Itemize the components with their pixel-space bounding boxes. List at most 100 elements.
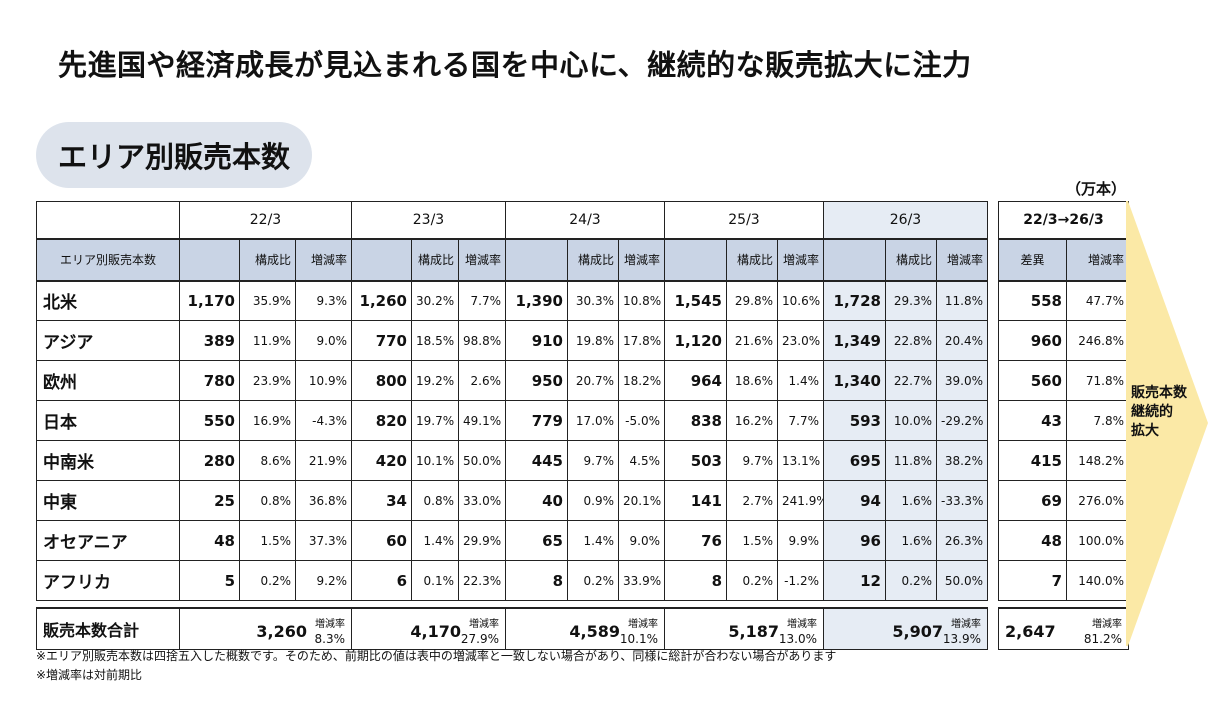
region-name: 中東 bbox=[36, 480, 180, 521]
rate-cell: 9.0% bbox=[295, 320, 352, 361]
total-rate-label: 増減率 bbox=[951, 618, 981, 630]
rate-cell: 20.4% bbox=[936, 320, 988, 361]
diff-total-cell: 2,647 増減率 81.2% bbox=[998, 606, 1129, 650]
table-spacer-row bbox=[998, 600, 1129, 608]
share-cell: 1.6% bbox=[885, 480, 937, 521]
share-cell: 11.9% bbox=[239, 320, 296, 361]
sales-value-cell: 420 bbox=[351, 440, 412, 481]
total-value: 5,187 bbox=[728, 621, 779, 641]
sales-value-cell: 770 bbox=[351, 320, 412, 361]
total-cell: 4,170 増減率 27.9% bbox=[351, 606, 506, 650]
rate-cell: 50.0% bbox=[458, 440, 506, 481]
rate-cell: 23.0% bbox=[777, 320, 824, 361]
sales-value-cell: 445 bbox=[505, 440, 568, 481]
year-header: 23/3 bbox=[351, 201, 506, 240]
sales-value-cell: 1,340 bbox=[823, 360, 886, 401]
share-cell: 17.0% bbox=[567, 400, 619, 441]
column-header-rate: 増減率 bbox=[1066, 238, 1129, 282]
column-header-rate: 増減率 bbox=[936, 238, 988, 282]
column-header-share: 構成比 bbox=[885, 238, 937, 282]
rate-cell: -1.2% bbox=[777, 560, 824, 601]
sales-value-cell: 12 bbox=[823, 560, 886, 601]
total-row: 販売本数合計 3,260 増減率 8.3% 4,170 増減率 27.9% 4,589 増減率 1… bbox=[36, 606, 988, 650]
sales-value-cell: 910 bbox=[505, 320, 568, 361]
sales-value-cell: 779 bbox=[505, 400, 568, 441]
diff-value-cell: 415 bbox=[998, 440, 1067, 481]
rate-cell: 17.8% bbox=[618, 320, 665, 361]
rate-cell: 29.9% bbox=[458, 520, 506, 561]
rate-cell: 50.0% bbox=[936, 560, 988, 601]
sales-value-cell: 695 bbox=[823, 440, 886, 481]
column-header-blank bbox=[505, 238, 568, 282]
diff-total-value: 2,647 bbox=[1005, 621, 1056, 641]
diff-total-row: 2,647 増減率 81.2% bbox=[998, 606, 1129, 650]
sales-value-cell: 8 bbox=[664, 560, 727, 601]
table-row: 48 100.0% bbox=[998, 520, 1129, 561]
total-rate-label: 増減率 bbox=[315, 618, 345, 630]
table-row: 558 47.7% bbox=[998, 280, 1129, 321]
sales-value-cell: 780 bbox=[179, 360, 240, 401]
total-cell: 5,187 増減率 13.0% bbox=[664, 606, 824, 650]
year-header: 24/3 bbox=[505, 201, 665, 240]
sales-value-cell: 1,120 bbox=[664, 320, 727, 361]
total-value: 5,907 bbox=[892, 621, 943, 641]
rate-cell: 9.2% bbox=[295, 560, 352, 601]
rate-cell: 1.4% bbox=[777, 360, 824, 401]
table-row: 415 148.2% bbox=[998, 440, 1129, 481]
share-cell: 8.6% bbox=[239, 440, 296, 481]
footnote: ※増減率は対前期比 bbox=[36, 668, 143, 682]
share-cell: 22.8% bbox=[885, 320, 937, 361]
year-header: 25/3 bbox=[664, 201, 824, 240]
diff-total-rate-value: 81.2% bbox=[1083, 632, 1122, 646]
column-header-rate: 増減率 bbox=[777, 238, 824, 282]
sales-value-cell: 5 bbox=[179, 560, 240, 601]
rate-cell: 2.6% bbox=[458, 360, 506, 401]
region-name: 中南米 bbox=[36, 440, 180, 481]
page-headline: 先進国や経済成長が見込まれる国を中心に、継続的な販売拡大に注力 bbox=[58, 48, 972, 82]
rate-cell: 20.1% bbox=[618, 480, 665, 521]
total-label: 販売本数合計 bbox=[36, 606, 180, 650]
column-header-share: 構成比 bbox=[411, 238, 459, 282]
section-title: エリア別販売本数 bbox=[57, 140, 290, 174]
sales-value-cell: 800 bbox=[351, 360, 412, 401]
region-name: アジア bbox=[36, 320, 180, 361]
year-header: 22/3 bbox=[179, 201, 352, 240]
share-cell: 0.8% bbox=[411, 480, 459, 521]
table-row: 日本 550 16.9% -4.3% 820 19.7% 49.1% 779 17.0% -5.0… bbox=[36, 400, 988, 441]
table-row: 69 276.0% bbox=[998, 480, 1129, 521]
column-header-share: 構成比 bbox=[239, 238, 296, 282]
total-value: 3,260 bbox=[256, 621, 307, 641]
sales-value-cell: 593 bbox=[823, 400, 886, 441]
sales-value-cell: 34 bbox=[351, 480, 412, 521]
change-summary-table: 22/3→26/3 差異 増減率 558 47.7% 960 246.8% 560 71.8% 4… bbox=[998, 201, 1129, 650]
rate-cell: -33.3% bbox=[936, 480, 988, 521]
share-cell: 2.7% bbox=[726, 480, 778, 521]
table-spacer-row bbox=[36, 600, 988, 608]
sales-value-cell: 1,260 bbox=[351, 280, 412, 321]
sales-value-cell: 1,349 bbox=[823, 320, 886, 361]
rate-cell: 39.0% bbox=[936, 360, 988, 401]
rate-cell: 11.8% bbox=[936, 280, 988, 321]
period-header-row: 22/3→26/3 bbox=[998, 201, 1129, 240]
diff-rate-cell: 276.0% bbox=[1066, 480, 1129, 521]
table-row: 中南米 280 8.6% 21.9% 420 10.1% 50.0% 445 9.7% 4.5% 5… bbox=[36, 440, 988, 481]
sales-value-cell: 6 bbox=[351, 560, 412, 601]
rate-cell: 241.9% bbox=[777, 480, 824, 521]
rate-cell: 13.1% bbox=[777, 440, 824, 481]
share-cell: 11.8% bbox=[885, 440, 937, 481]
total-rate-value: 13.9% bbox=[942, 632, 981, 646]
share-cell: 0.1% bbox=[411, 560, 459, 601]
section-title-pill: エリア別販売本数 bbox=[36, 122, 312, 188]
rate-cell: 33.9% bbox=[618, 560, 665, 601]
sales-value-cell: 60 bbox=[351, 520, 412, 561]
column-header-rate: 増減率 bbox=[458, 238, 506, 282]
table-row: 北米 1,170 35.9% 9.3% 1,260 30.2% 7.7% 1,390 30.3%… bbox=[36, 280, 988, 321]
share-cell: 16.2% bbox=[726, 400, 778, 441]
year-header: 26/3 bbox=[823, 201, 988, 240]
share-cell: 1.4% bbox=[567, 520, 619, 561]
diff-value-cell: 960 bbox=[998, 320, 1067, 361]
sales-value-cell: 25 bbox=[179, 480, 240, 521]
share-cell: 1.5% bbox=[239, 520, 296, 561]
total-value: 4,589 bbox=[569, 621, 620, 641]
total-rate-label: 増減率 bbox=[628, 618, 658, 630]
